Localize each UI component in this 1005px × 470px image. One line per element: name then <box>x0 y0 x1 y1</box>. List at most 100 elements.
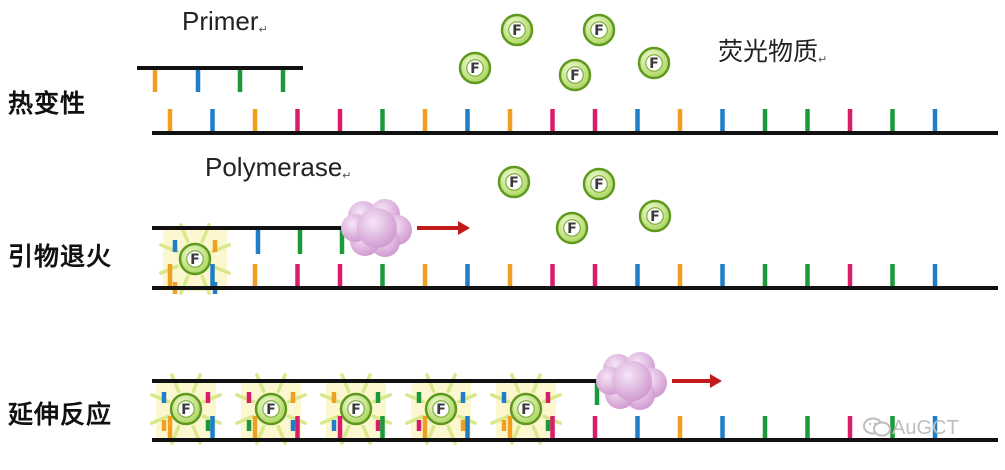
probe-letter: F <box>521 402 531 418</box>
burst-ray <box>210 264 231 275</box>
fluorescent-probe: F <box>424 392 458 426</box>
template-bases <box>167 416 938 438</box>
probe-core <box>517 400 535 418</box>
glow-burst: F <box>235 373 307 445</box>
probe-letter: F <box>266 402 276 418</box>
burst-ray <box>255 373 266 394</box>
probe-letter: F <box>470 61 480 77</box>
burst-ray <box>361 373 372 394</box>
watermark: AuGCT <box>862 416 959 440</box>
stage-label-denaturation: 热变性 <box>8 89 87 118</box>
burst-ray <box>446 373 457 394</box>
probe-core <box>590 175 608 193</box>
glow-burst: F <box>159 223 231 295</box>
direction-arrow <box>672 374 722 388</box>
arrow-head <box>710 374 722 388</box>
template-bases <box>167 109 938 131</box>
fluorescent-probe: F <box>500 13 534 47</box>
burst-ray <box>405 414 426 425</box>
probe-letter: F <box>649 56 659 72</box>
return-mark: ↵ <box>342 170 352 182</box>
glow-burst: F <box>320 373 392 445</box>
fluorescent-probe: F <box>339 392 373 426</box>
free-probes: F F F F <box>497 165 672 245</box>
fluorescent-probe: F <box>638 199 672 233</box>
fluorescent-probe: F <box>637 46 671 80</box>
fluorescent-probe: F <box>458 51 492 85</box>
probe-letter: F <box>509 175 519 191</box>
direction-arrow <box>417 221 470 235</box>
primer-label: Primer↵ <box>182 6 268 36</box>
stage-label-extension: 延伸反应 <box>8 400 113 429</box>
arrow-head <box>458 221 470 235</box>
burst-ray <box>179 274 190 295</box>
probe-core <box>566 66 584 84</box>
annealing-row: F F F F F <box>152 165 998 295</box>
polymerase-blob <box>596 352 667 410</box>
polymerase-lobe <box>357 208 397 248</box>
probe-letter: F <box>594 177 604 193</box>
return-mark: ↵ <box>818 53 828 66</box>
probe-core <box>347 400 365 418</box>
burst-ray <box>320 414 341 425</box>
template-bases <box>167 264 938 286</box>
burst-ray <box>235 414 256 425</box>
glow-burst: F <box>490 373 562 445</box>
probe-letter: F <box>190 252 200 268</box>
stage-label-annealing: 引物退火 <box>8 242 113 271</box>
probe-core <box>645 54 663 72</box>
probe-letter: F <box>567 221 577 237</box>
probe-core <box>432 400 450 418</box>
burst-ray <box>170 373 181 394</box>
probe-letter: F <box>436 402 446 418</box>
burst-ray <box>490 414 511 425</box>
fluorescent-probe: F <box>254 392 288 426</box>
probe-letter: F <box>181 402 191 418</box>
primer-bases <box>152 70 286 92</box>
probe-core <box>646 207 664 225</box>
released-probe-burst: F <box>159 223 231 295</box>
glow-burst: F <box>405 373 477 445</box>
free-probes: F F F F F <box>458 13 671 92</box>
polymerase-lobe <box>612 361 652 401</box>
probe-letter: F <box>351 402 361 418</box>
burst-ray <box>510 373 521 394</box>
probe-core <box>590 21 608 39</box>
burst-ray <box>425 373 436 394</box>
probe-letter: F <box>594 23 604 39</box>
probe-core <box>563 219 581 237</box>
burst-ray <box>150 414 171 425</box>
fluorescent-probe: F <box>169 392 203 426</box>
fluorescent-probe: F <box>509 392 543 426</box>
primer-bases <box>255 230 345 254</box>
wechat-icon <box>863 417 891 437</box>
polymerase-blob <box>341 199 412 257</box>
probe-core <box>505 173 523 191</box>
fluorescent-probe: F <box>582 167 616 201</box>
probe-core <box>262 400 280 418</box>
probe-core <box>177 400 195 418</box>
burst-ray <box>531 373 542 394</box>
fluorescent-probe: F <box>558 58 592 92</box>
burst-ray <box>200 274 211 295</box>
glow-burst: F <box>150 373 222 445</box>
burst-ray <box>276 373 287 394</box>
return-mark: ↵ <box>258 24 268 36</box>
fluorescent-probe: F <box>497 165 531 199</box>
fluorescent-label: 荧光物质↵ <box>718 37 828 66</box>
burst-ray <box>340 373 351 394</box>
fluorescent-probe: F <box>178 242 212 276</box>
denaturation-row: F F F F F <box>137 13 998 135</box>
probe-core <box>186 250 204 268</box>
probe-letter: F <box>570 68 580 84</box>
burst-ray <box>191 373 202 394</box>
probe-core <box>508 21 526 39</box>
probe-letter: F <box>650 209 660 225</box>
probe-core <box>466 59 484 77</box>
polymerase-label: Polymerase↵ <box>205 152 352 182</box>
probe-letter: F <box>512 23 522 39</box>
fluorescent-probe: F <box>555 211 589 245</box>
